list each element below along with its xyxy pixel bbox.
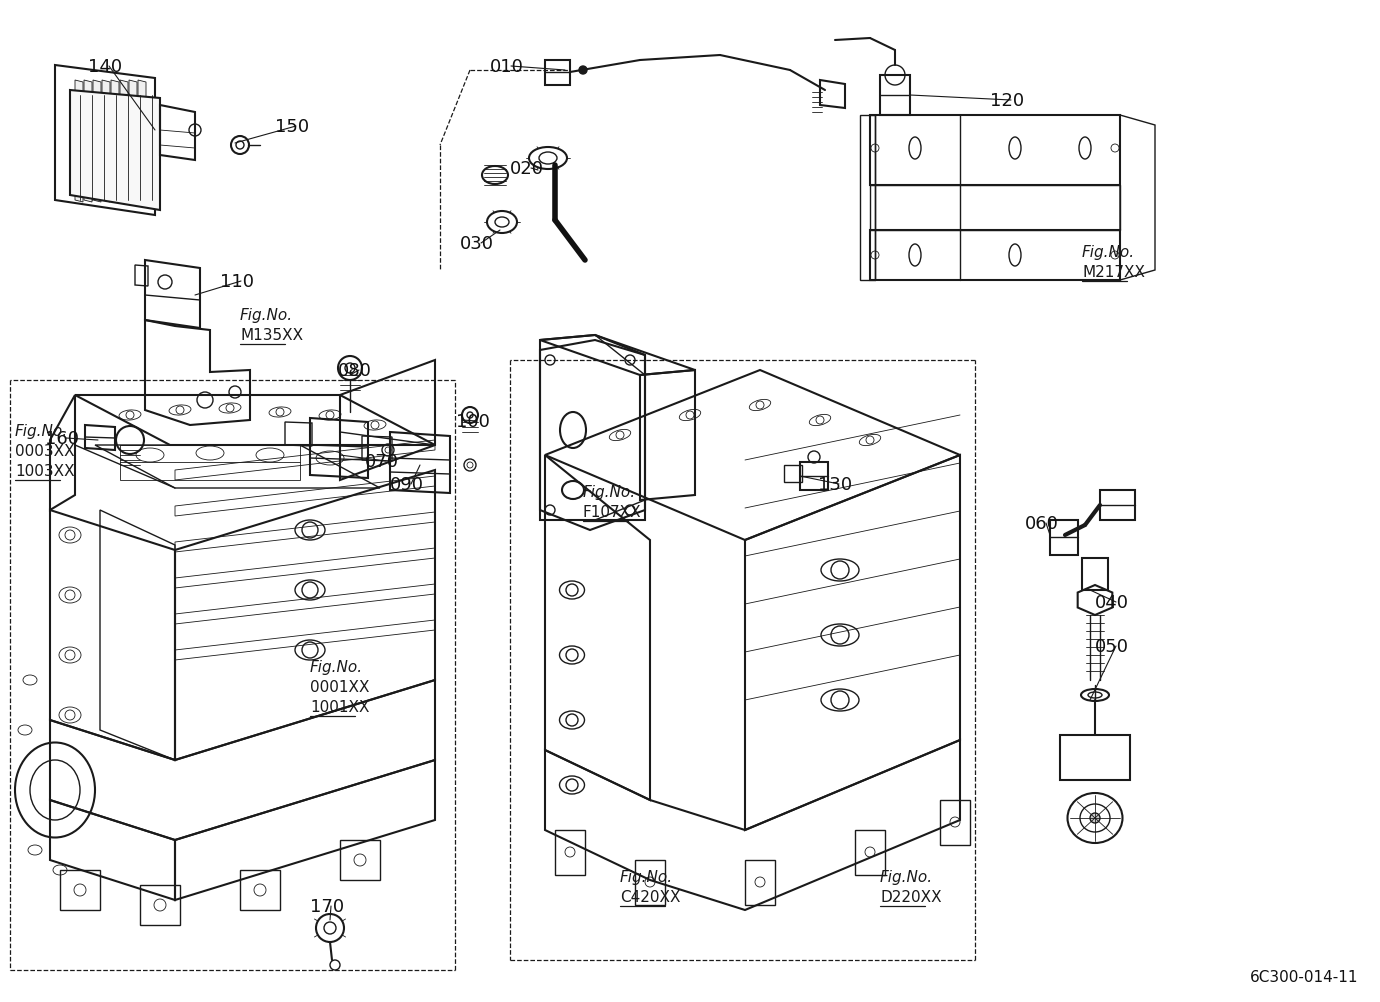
Text: Fig.No.: Fig.No. [310, 660, 363, 675]
Polygon shape [75, 80, 83, 202]
Text: Fig.No.: Fig.No. [620, 870, 673, 885]
Text: 1001XX: 1001XX [310, 700, 370, 715]
Text: 070: 070 [364, 453, 399, 471]
Circle shape [1090, 813, 1100, 823]
Polygon shape [138, 80, 146, 202]
Polygon shape [110, 80, 119, 202]
Text: 060: 060 [1025, 515, 1058, 533]
Text: 0001XX: 0001XX [310, 680, 370, 695]
Text: 030: 030 [460, 235, 494, 253]
Text: Fig.No.: Fig.No. [15, 424, 68, 439]
Text: 170: 170 [310, 898, 344, 916]
Text: Fig.No.: Fig.No. [880, 870, 933, 885]
Bar [120, 445, 299, 480]
Text: Fig.No.: Fig.No. [240, 308, 293, 323]
Text: Fig.No.: Fig.No. [582, 485, 636, 500]
Text: 080: 080 [338, 362, 371, 380]
Text: 110: 110 [219, 273, 254, 291]
Text: 120: 120 [989, 92, 1024, 110]
Polygon shape [128, 80, 137, 202]
Text: M217XX: M217XX [1082, 265, 1145, 280]
Text: 0003XX: 0003XX [15, 444, 75, 459]
Polygon shape [92, 80, 101, 202]
Text: 020: 020 [511, 160, 544, 178]
Text: D220XX: D220XX [880, 890, 941, 905]
Polygon shape [102, 80, 110, 202]
Text: Fig.No.: Fig.No. [1082, 245, 1136, 260]
Text: 160: 160 [46, 430, 79, 448]
Text: 6C300-014-11: 6C300-014-11 [1250, 970, 1358, 985]
Circle shape [580, 66, 586, 74]
Polygon shape [120, 80, 128, 202]
Text: 040: 040 [1094, 594, 1129, 612]
Polygon shape [84, 80, 92, 202]
Text: 100: 100 [455, 413, 490, 431]
Text: 010: 010 [490, 58, 524, 76]
Text: 090: 090 [391, 476, 424, 494]
Text: 150: 150 [275, 118, 309, 136]
Text: 130: 130 [818, 476, 851, 494]
Text: C420XX: C420XX [620, 890, 680, 905]
Text: 140: 140 [88, 58, 121, 76]
Text: F107XX: F107XX [582, 505, 642, 520]
Polygon shape [70, 90, 160, 210]
Text: M135XX: M135XX [240, 328, 304, 343]
Text: 050: 050 [1094, 638, 1129, 656]
Text: 1003XX: 1003XX [15, 464, 75, 479]
